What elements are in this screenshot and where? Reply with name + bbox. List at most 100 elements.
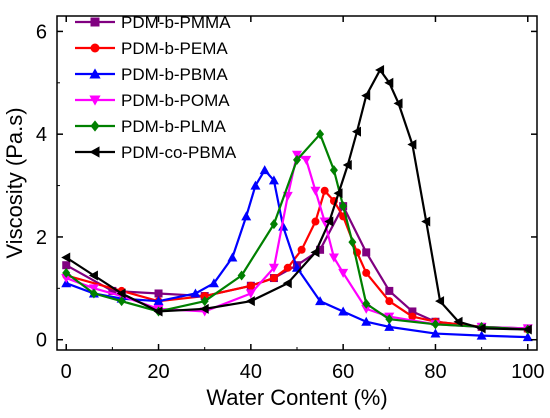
y-tick-label: 0 [36,330,47,352]
data-point [245,289,256,299]
data-point [375,64,385,75]
data-point [269,274,278,283]
data-point [241,211,252,221]
legend-label: PDM-b-PMMA [121,13,231,32]
legend-item: PDM-b-PMMA [75,13,231,32]
legend-label: PDM-b-PBMA [121,65,228,84]
data-point [384,77,394,88]
data-point [522,332,533,342]
data-point [190,288,201,298]
series-pdm-b-pema [62,186,532,334]
data-point [237,270,246,281]
legend-marker [89,146,100,158]
data-point [268,175,279,185]
data-point [316,245,325,254]
series-pdm-b-pbma [61,165,533,342]
y-tick-label: 6 [36,21,47,43]
x-tick-label: 100 [511,361,544,383]
data-point [385,297,394,306]
data-point [227,252,238,262]
data-point [362,268,371,277]
x-tick-label: 40 [240,361,262,383]
data-point [316,129,325,140]
data-point [282,278,292,289]
data-point [435,296,445,307]
legend-marker [89,95,101,106]
data-point [62,261,71,270]
data-point [385,314,394,325]
data-point [269,219,278,230]
data-point [352,126,361,137]
data-point [200,292,209,301]
data-point [259,165,270,175]
data-point [476,330,487,340]
x-axis-label: Water Content (%) [206,385,387,410]
data-point [208,278,219,288]
series-pdm-b-plma [62,129,532,335]
data-point [361,304,372,314]
data-point [250,180,261,190]
data-point [338,306,349,316]
data-point [245,296,255,307]
legend-marker [89,68,101,79]
data-point [62,267,71,278]
axes: 0 20 40 60 80 100 0 2 4 6 [36,15,544,383]
series-line [65,169,528,339]
data-point [385,286,394,295]
data-point [200,296,209,307]
data-point [421,216,431,227]
data-point [342,160,352,171]
data-point [431,319,440,330]
legend: PDM-b-PMMA PDM-b-PEMA PDM-b-PBMA PDM-b-POMA… [75,13,237,162]
legend-item: PDM-co-PBMA [75,143,237,162]
data-point [324,216,334,227]
x-tick-label: 60 [332,361,354,383]
series-line [65,189,528,331]
x-tick-label: 20 [147,361,169,383]
data-point [348,237,357,248]
data-point [430,328,441,338]
data-point [88,270,98,281]
data-point [297,245,306,254]
series-pdm-b-poma [61,150,533,334]
data-point [338,268,349,278]
data-point [116,288,126,299]
legend-marker [90,43,100,53]
data-point [117,296,126,307]
data-point [246,281,255,290]
legend-item: PDM-b-PEMA [75,39,228,58]
data-point [408,307,417,316]
data-point [153,306,163,317]
series-pdm-co-pbma [61,64,532,335]
legend-label: PDM-b-PLMA [121,117,227,136]
data-point [268,263,279,273]
x-tick-label: 0 [61,361,72,383]
data-point [362,298,371,309]
y-axis-label: Viscosity (Pa.s) [2,107,27,258]
data-point [320,186,329,195]
data-point [384,321,395,331]
data-point [283,263,292,272]
data-point [362,248,371,257]
legend-item: PDM-b-PLMA [75,117,227,136]
y-tick-label: 2 [36,227,47,249]
data-point [310,186,321,196]
data-point [319,217,330,227]
legend-label: PDM-b-POMA [121,91,230,110]
data-point [408,312,417,321]
data-point [361,90,371,101]
data-point [393,98,403,109]
series-line [65,153,528,330]
data-point [108,286,117,295]
legend-label: PDM-co-PBMA [121,143,237,162]
legend-marker [90,17,100,27]
y-tick-label: 4 [36,124,47,146]
data-point [154,289,163,298]
data-point [361,316,372,326]
data-point [301,155,312,165]
data-point [61,274,72,284]
data-point [315,296,326,306]
data-point [333,188,343,199]
data-point [522,324,532,335]
